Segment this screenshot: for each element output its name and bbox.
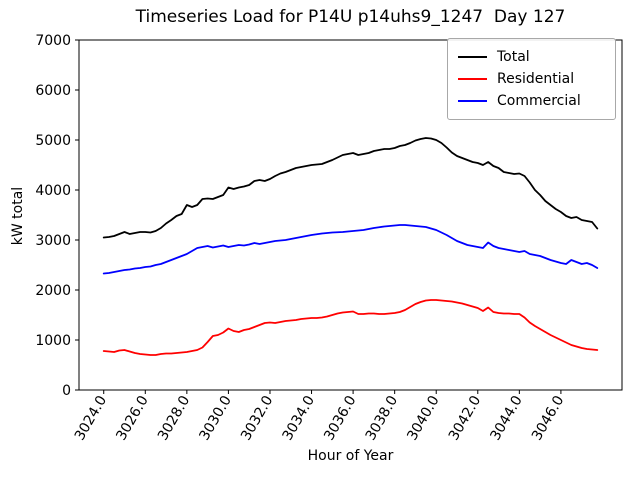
y-tick-label: 5000: [35, 133, 71, 149]
series-line-commercial: [102, 224, 599, 275]
legend-box: Total Residential Commercial: [447, 38, 616, 120]
residential-line-swatch: [458, 78, 487, 80]
x-tick-label: 3034.0: [280, 393, 318, 443]
total-line-swatch: [458, 56, 487, 58]
series-line-residential: [102, 299, 599, 356]
legend-item-residential: Residential: [458, 68, 606, 90]
y-axis-label: kW total: [10, 186, 26, 246]
x-tick-label: 3042.0: [446, 393, 484, 443]
legend-label-commercial: Commercial: [497, 93, 581, 109]
y-tick-label: 2000: [35, 283, 71, 299]
x-tick-label: 3036.0: [321, 393, 359, 443]
y-tick-label: 7000: [35, 33, 71, 49]
x-tick-label: 3038.0: [363, 393, 401, 443]
x-axis-label: Hour of Year: [307, 448, 394, 464]
series-line-total: [102, 137, 599, 239]
legend-item-commercial: Commercial: [458, 90, 606, 112]
x-tick-label: 3044.0: [487, 393, 525, 443]
x-tick-label: 3024.0: [72, 393, 110, 443]
x-tick-label: 3046.0: [529, 393, 567, 443]
legend-label-total: Total: [497, 49, 530, 65]
y-tick-label: 1000: [35, 333, 71, 349]
x-tick-label: 3028.0: [155, 393, 193, 443]
commercial-line-swatch: [458, 100, 487, 102]
x-tick-label: 3030.0: [197, 393, 235, 443]
x-tick-label: 3040.0: [404, 393, 442, 443]
x-tick-label: 3026.0: [113, 393, 151, 443]
legend-label-residential: Residential: [497, 71, 575, 87]
legend-item-total: Total: [458, 46, 606, 68]
y-tick-label: 0: [62, 383, 71, 399]
y-tick-label: 4000: [35, 183, 71, 199]
y-tick-label: 3000: [35, 233, 71, 249]
chart-title: Timeseries Load for P14U p14uhs9_1247 Da…: [135, 7, 566, 27]
axes-frame: [78, 39, 623, 391]
y-tick-label: 6000: [35, 83, 71, 99]
x-tick-label: 3032.0: [238, 393, 276, 443]
